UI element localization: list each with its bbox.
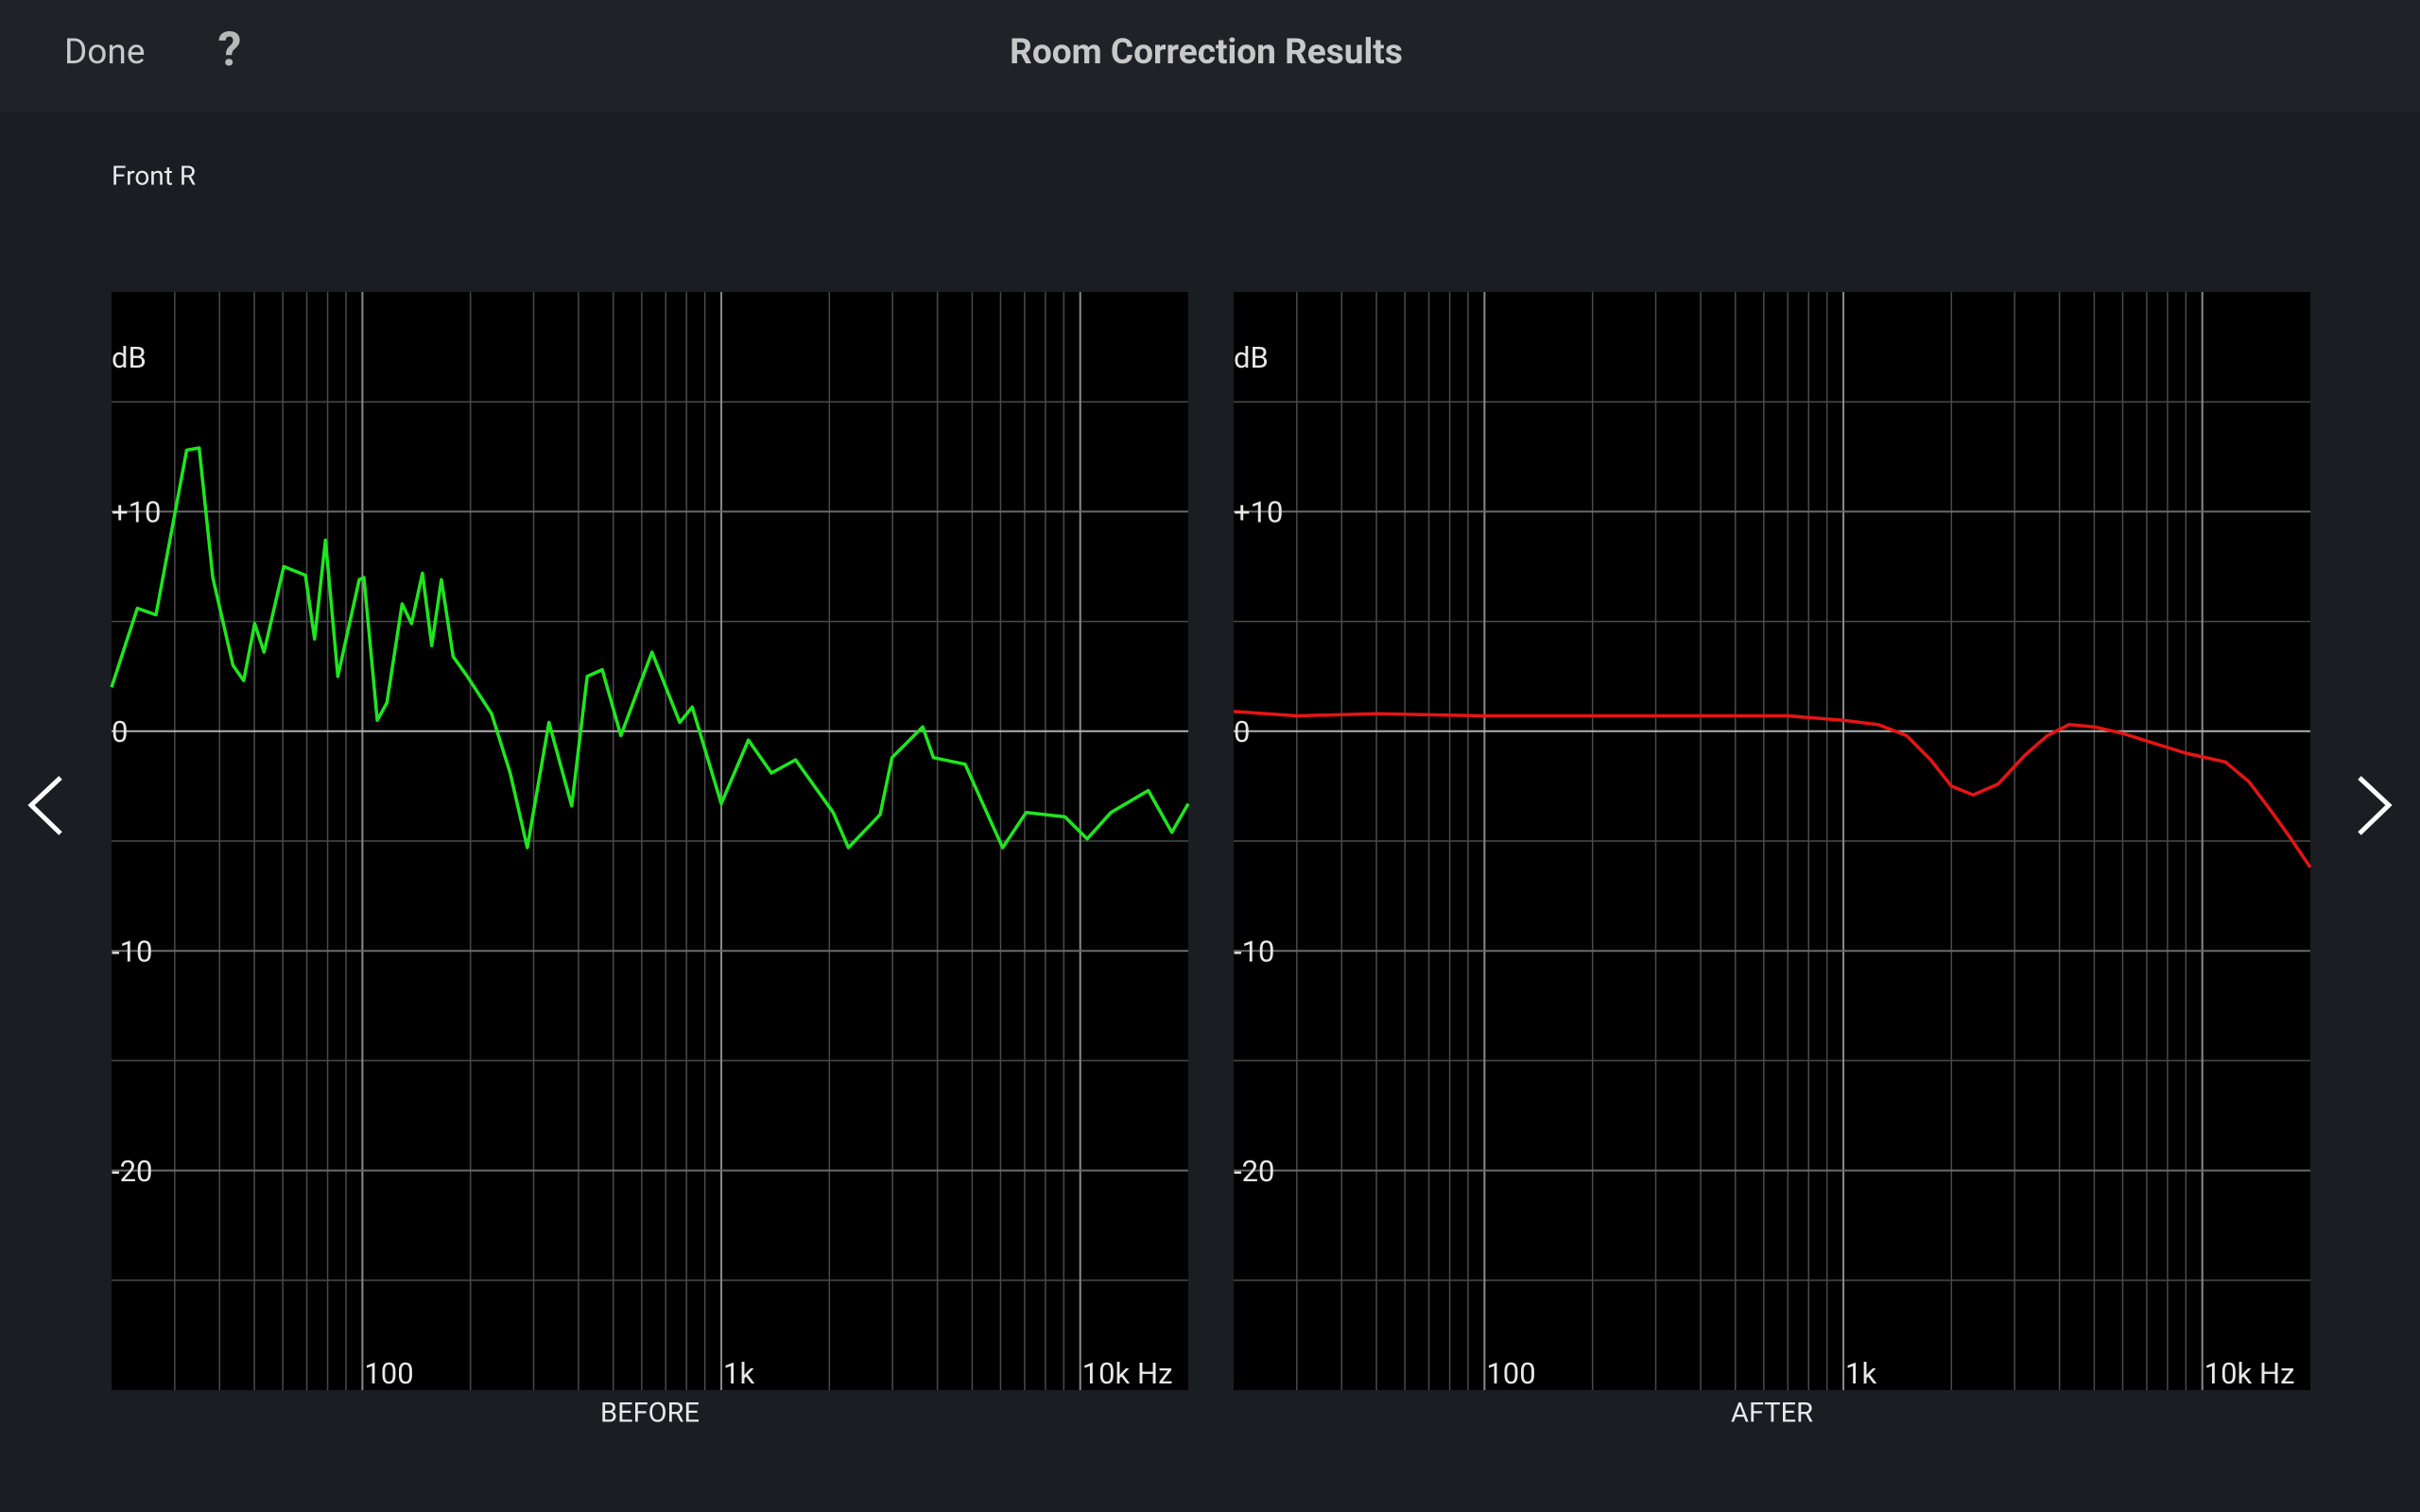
- y-tick-label: -20: [1234, 1154, 1274, 1189]
- y-tick-label: +10: [112, 495, 161, 530]
- next-arrow[interactable]: [2358, 776, 2393, 835]
- y-axis-unit: dB: [1234, 340, 1269, 375]
- y-tick-label: 0: [112, 714, 128, 749]
- header-bar: [0, 0, 2420, 112]
- charts: 100 1k 10k Hz +10 0 -10 -20 dB BEFORE 100 1k 10k Hz…: [110, 292, 2312, 1430]
- curve: [110, 446, 1190, 850]
- y-tick-label: -10: [1234, 934, 1274, 969]
- chart-title: BEFORE: [600, 1398, 700, 1430]
- chart-title: AFTER: [1731, 1398, 1813, 1430]
- x-tick-label: 1k: [723, 1356, 754, 1391]
- y-tick-label: -10: [112, 934, 152, 969]
- y-axis-unit: dB: [112, 340, 147, 375]
- x-tick-label: 10k Hz: [2204, 1356, 2295, 1391]
- done-button[interactable]: Done: [64, 32, 145, 73]
- y-tick-label: 0: [1234, 714, 1250, 749]
- x-tick-label: 10k Hz: [1082, 1356, 1173, 1391]
- section-label: Front R: [112, 160, 196, 191]
- page-title: Room Correction Results: [1010, 32, 1403, 73]
- prev-arrow[interactable]: [27, 776, 62, 835]
- x-tick-label: 100: [364, 1356, 413, 1391]
- help-button[interactable]: ?: [218, 23, 242, 77]
- y-tick-label: +10: [1234, 495, 1283, 530]
- x-tick-label: 100: [1486, 1356, 1535, 1391]
- curve: [1233, 710, 2312, 868]
- y-tick-label: -20: [112, 1154, 152, 1189]
- x-tick-label: 1k: [1845, 1356, 1876, 1391]
